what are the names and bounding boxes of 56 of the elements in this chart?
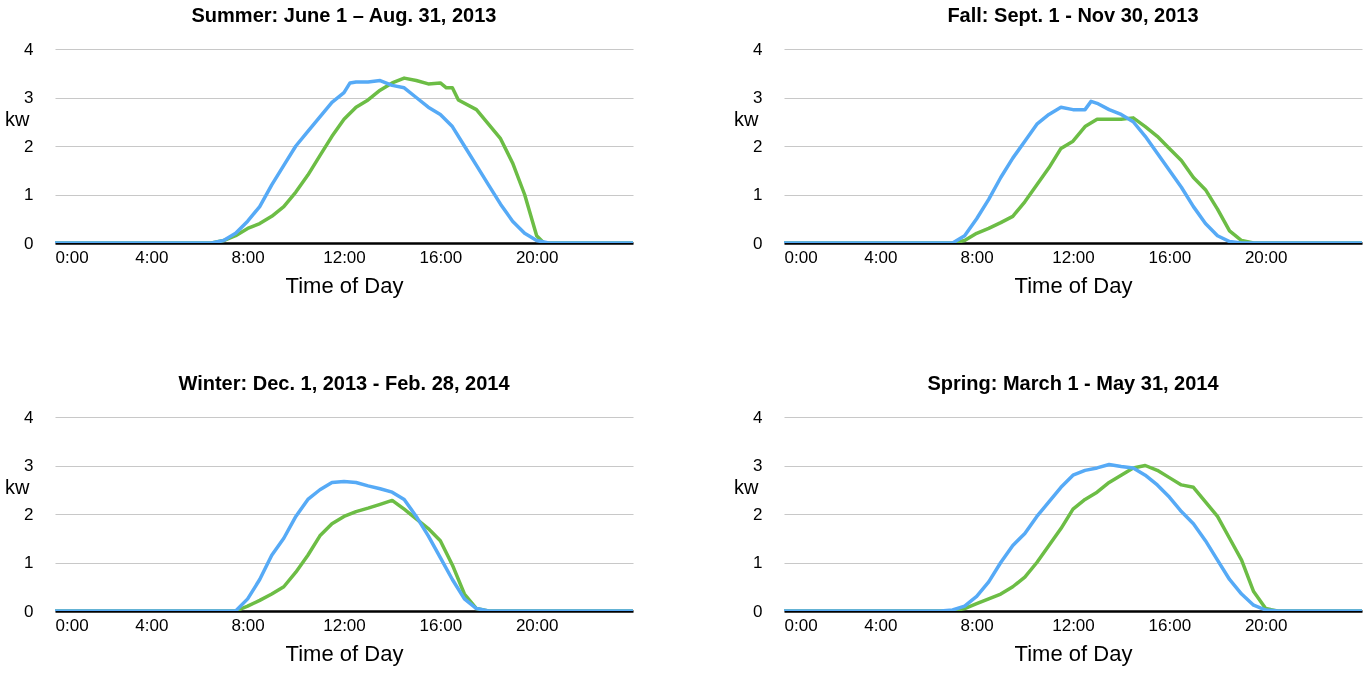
y-tick-label: 0 <box>753 601 763 621</box>
y-tick-label: 0 <box>24 233 34 253</box>
x-tick-label: 0:00 <box>784 615 818 635</box>
y-tick-label: 2 <box>753 136 763 156</box>
x-tick-label: 4:00 <box>135 247 169 267</box>
x-axis-title: Time of Day <box>285 272 404 298</box>
x-axis-title: Time of Day <box>1014 272 1133 298</box>
x-tick-label: 4:00 <box>135 615 169 635</box>
x-tick-label: 20:00 <box>1244 247 1288 267</box>
x-tick-label: 16:00 <box>1148 247 1192 267</box>
chart-title: Spring: March 1 - May 31, 2014 <box>927 372 1220 394</box>
y-axis-title: kw <box>5 107 31 130</box>
x-tick-label: 12:00 <box>1052 247 1095 267</box>
x-tick-label: 20:00 <box>515 615 559 635</box>
x-tick-label: 8:00 <box>960 615 994 635</box>
chart-title: Summer: June 1 – Aug. 31, 2013 <box>191 4 497 26</box>
x-tick-label: 16:00 <box>419 247 463 267</box>
x-tick-label: 20:00 <box>1244 615 1288 635</box>
y-tick-label: 1 <box>753 185 763 204</box>
x-tick-label: 8:00 <box>960 247 994 267</box>
y-tick-label: 4 <box>753 407 763 427</box>
x-tick-label: 0:00 <box>784 247 818 267</box>
x-tick-label: 0:00 <box>55 615 89 635</box>
x-tick-label: 4:00 <box>864 247 898 267</box>
x-tick-label: 8:00 <box>231 615 265 635</box>
y-axis-title: kw <box>734 107 760 130</box>
x-tick-label: 4:00 <box>864 615 898 635</box>
y-axis-title: kw <box>5 475 31 498</box>
x-axis-title: Time of Day <box>1014 640 1133 666</box>
x-tick-label: 12:00 <box>1052 615 1095 635</box>
y-tick-label: 2 <box>24 504 34 524</box>
x-tick-label: 20:00 <box>515 247 559 267</box>
x-tick-label: 12:00 <box>323 247 366 267</box>
y-tick-label: 3 <box>24 88 34 107</box>
x-tick-label: 16:00 <box>419 615 463 635</box>
y-tick-label: 4 <box>753 39 763 59</box>
y-tick-label: 1 <box>753 553 763 572</box>
y-tick-label: 3 <box>753 88 763 107</box>
y-tick-label: 4 <box>24 407 34 427</box>
y-tick-label: 2 <box>753 504 763 524</box>
y-tick-label: 0 <box>24 601 34 621</box>
x-tick-label: 0:00 <box>55 247 89 267</box>
y-tick-label: 1 <box>24 553 34 572</box>
x-axis-title: Time of Day <box>285 640 404 666</box>
x-tick-label: 16:00 <box>1148 615 1192 635</box>
x-tick-label: 8:00 <box>231 247 265 267</box>
y-tick-label: 2 <box>24 136 34 156</box>
y-tick-label: 3 <box>24 456 34 475</box>
chart-title: Fall: Sept. 1 - Nov 30, 2013 <box>947 4 1199 26</box>
y-axis-title: kw <box>734 475 760 498</box>
chart-title: Winter: Dec. 1, 2013 - Feb. 28, 2014 <box>178 372 511 394</box>
y-tick-label: 3 <box>753 456 763 475</box>
x-tick-label: 12:00 <box>323 615 366 635</box>
y-tick-label: 1 <box>24 185 34 204</box>
y-tick-label: 0 <box>753 233 763 253</box>
y-tick-label: 4 <box>24 39 34 59</box>
